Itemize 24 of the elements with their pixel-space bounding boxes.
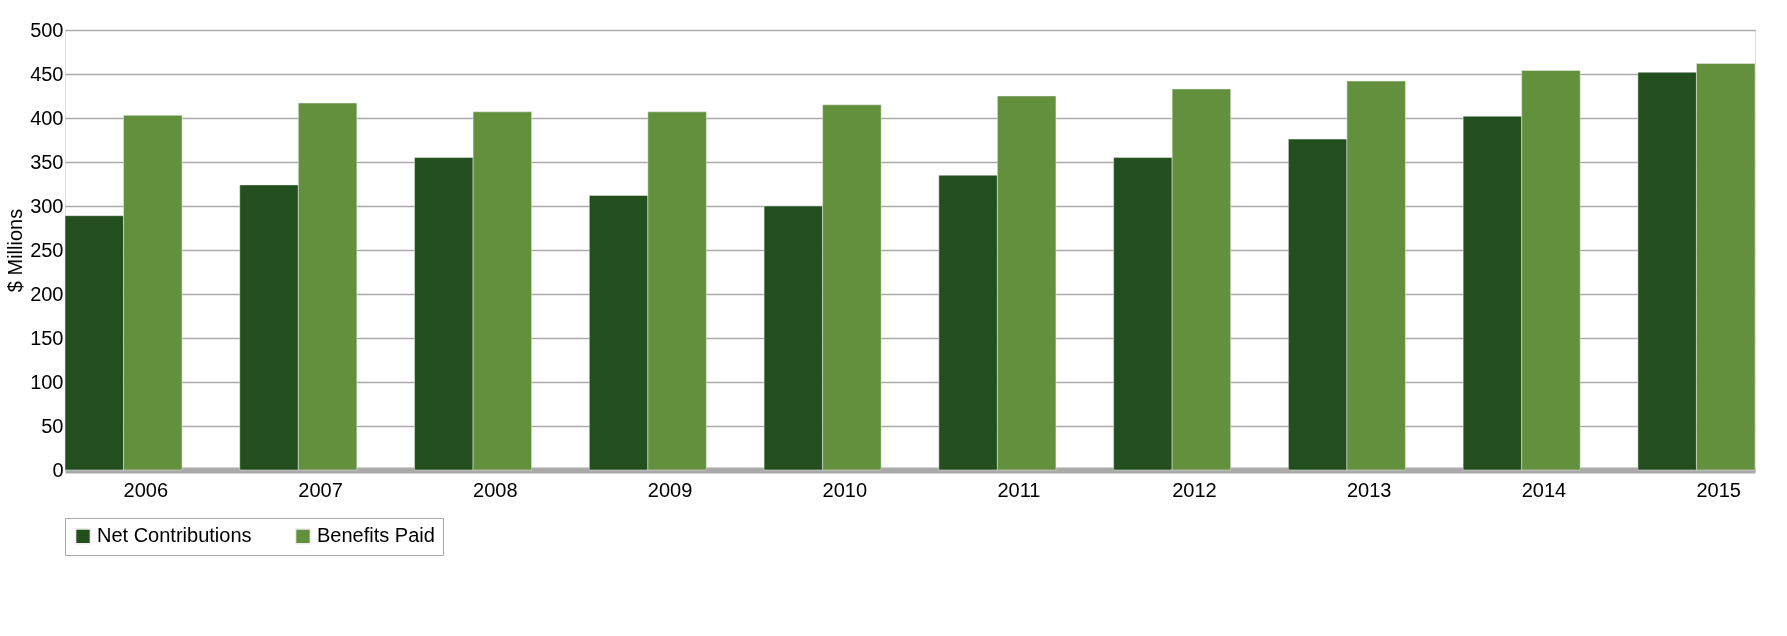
x-tick-label: 2007: [298, 478, 343, 501]
x-tick-label: 2014: [1521, 478, 1567, 501]
y-tick-label: 350: [30, 150, 64, 173]
legend-label: Benefits Paid: [317, 524, 435, 547]
x-tick-label: 2013: [1346, 478, 1392, 501]
y-tick-label: 0: [52, 458, 64, 481]
y-tick-label: 150: [30, 326, 64, 349]
y-tick-label: 250: [30, 238, 64, 261]
y-tick-label: 400: [30, 106, 64, 129]
x-tick-label: 2012: [1172, 478, 1217, 501]
x-tick-label: 2011: [997, 478, 1041, 501]
y-tick-label: 200: [30, 282, 64, 305]
x-tick-label: 2015: [1696, 478, 1741, 501]
y-tick-label: 450: [30, 62, 64, 85]
x-tick-label: 2006: [123, 478, 169, 501]
y-axis-title: $ Millions: [4, 208, 27, 293]
x-tick-label: 2008: [473, 478, 518, 501]
y-tick-label: 500: [30, 18, 64, 41]
y-tick-label: 50: [41, 414, 64, 437]
x-tick-label: 2009: [647, 478, 693, 501]
y-tick-label: 300: [30, 194, 64, 217]
y-tick-label: 100: [30, 370, 64, 393]
x-tick-label: 2010: [822, 478, 868, 501]
legend-label: Net Contributions: [97, 524, 252, 547]
